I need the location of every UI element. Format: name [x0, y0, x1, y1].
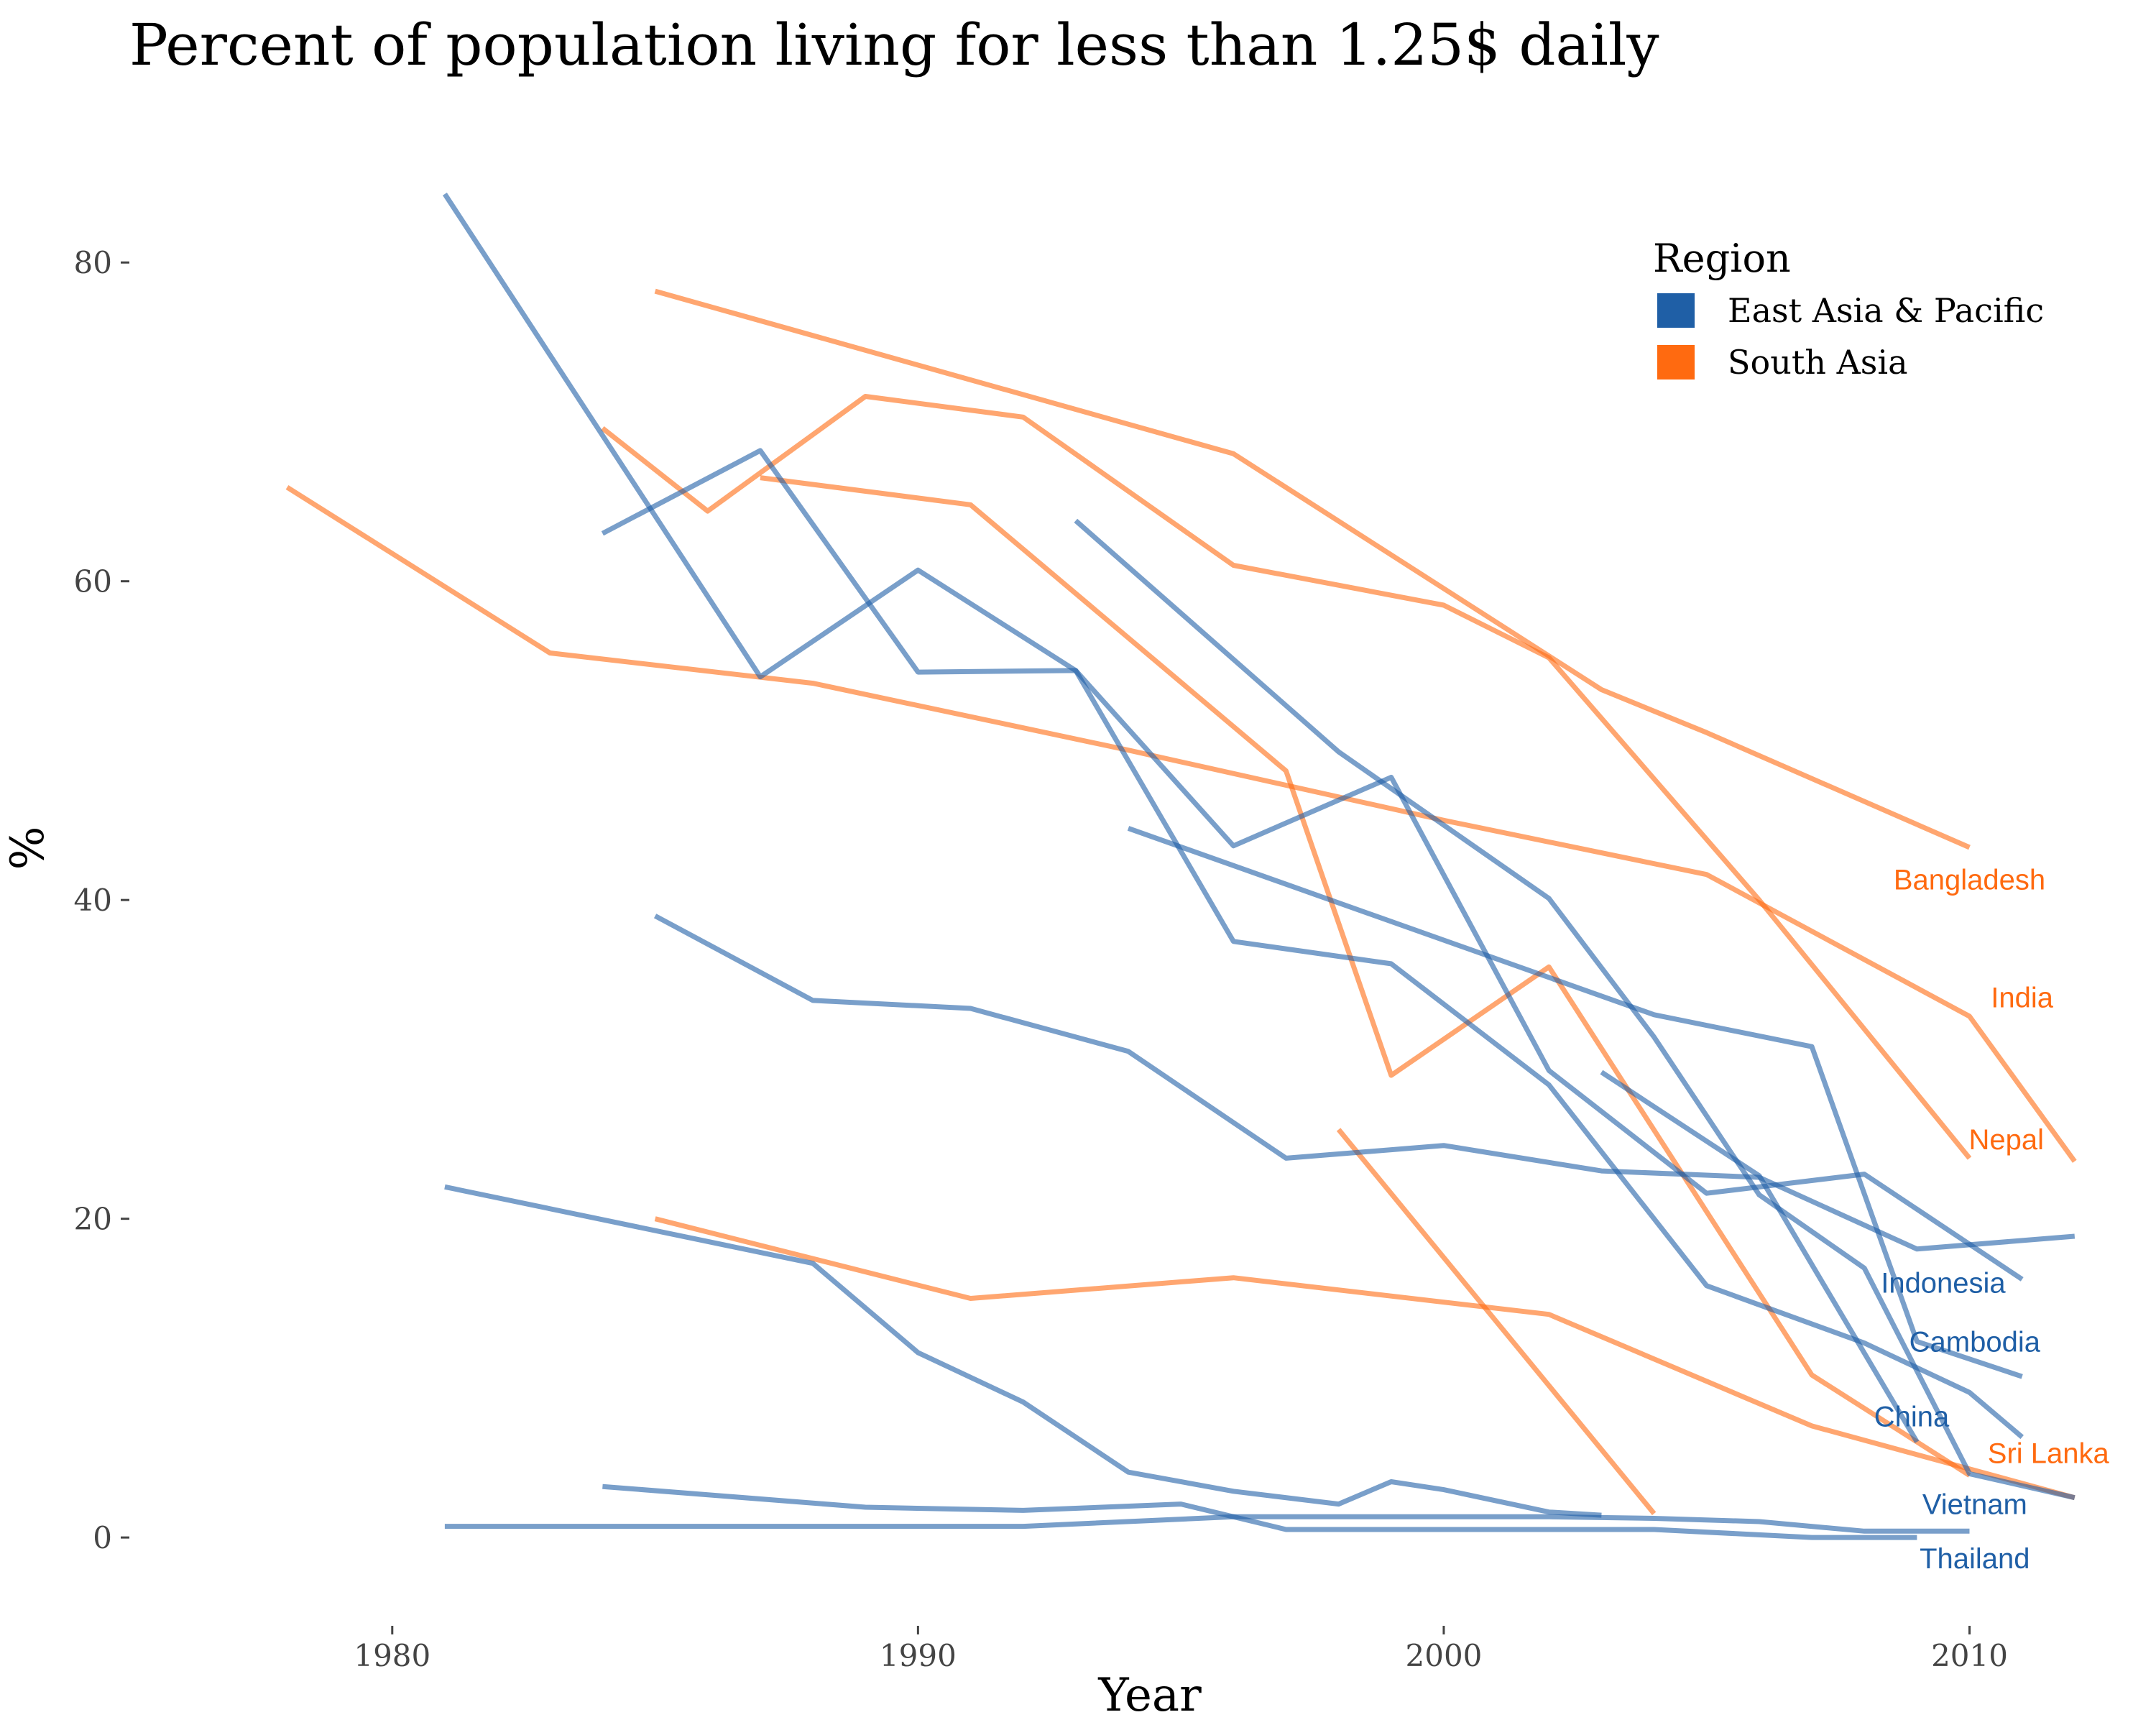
x-tick-label: 1980	[354, 1638, 430, 1673]
series-label-india: India	[1991, 982, 2053, 1013]
legend-label-south-asia: South Asia	[1728, 343, 1908, 382]
x-tick-label: 1990	[880, 1638, 957, 1673]
series-label-china: China	[1874, 1402, 1950, 1433]
x-tick-label: 2010	[1931, 1638, 2008, 1673]
y-tick-label: 80	[74, 245, 112, 280]
series-label-indonesia: Indonesia	[1881, 1267, 2006, 1299]
series-line-unlabeled	[1600, 1070, 1920, 1443]
series-line-bangladesh	[654, 288, 1971, 850]
x-axis: 1980 1990 2000 2010	[354, 1626, 2008, 1673]
series-line-indonesia	[601, 448, 2024, 1282]
legend-swatch-east-asia-pacific	[1657, 293, 1695, 328]
series-line-unlabeled	[602, 1484, 1917, 1540]
series-label-nepal: Nepal	[1968, 1124, 2044, 1156]
series-line-unlabeled	[653, 914, 2076, 1252]
y-tick-label: 60	[74, 564, 112, 599]
series-line-vietnam	[1074, 518, 2076, 1501]
plot-area	[285, 192, 2077, 1540]
legend-title: Region	[1653, 236, 1791, 281]
y-tick-label: 0	[93, 1520, 112, 1555]
x-axis-title: Year	[1097, 1669, 1202, 1722]
series-line-nepal	[601, 394, 1972, 1160]
series-line-unlabeled	[1336, 1128, 1657, 1516]
legend-swatch-south-asia	[1657, 345, 1695, 380]
series-label-cambodia: Cambodia	[1909, 1326, 2041, 1358]
series-label-bangladesh: Bangladesh	[1894, 864, 2045, 896]
legend-entries: East Asia & Pacific South Asia	[1657, 291, 2044, 382]
chart-title: Percent of population living for less th…	[129, 12, 1659, 78]
x-tick-label: 2000	[1406, 1638, 1483, 1673]
series-line-india	[285, 484, 2077, 1163]
legend-label-east-asia-pacific: East Asia & Pacific	[1728, 291, 2044, 330]
series-label-vietnam: Vietnam	[1922, 1489, 2027, 1521]
series-line-unlabeled	[444, 1184, 1602, 1518]
series-label-sri-lanka: Sri Lanka	[1988, 1438, 2110, 1470]
legend: Region East Asia & Pacific South Asia	[1653, 236, 2044, 382]
series-line-cambodia	[1127, 826, 2023, 1379]
series-line-unlabeled	[760, 475, 1971, 1478]
series-labels: Bangladesh India Nepal Sri Lanka Indonesia Ca…	[1874, 864, 2110, 1575]
y-tick-label: 20	[74, 1202, 112, 1237]
series-line-thailand	[444, 1514, 1970, 1534]
series-label-thailand: Thailand	[1920, 1543, 2030, 1575]
y-axis: 0 20 40 60 80	[74, 245, 129, 1555]
y-tick-label: 40	[74, 883, 112, 918]
y-axis-title: %	[1, 827, 55, 870]
series-line-sri-lanka	[654, 1216, 2076, 1501]
series-line-china	[442, 192, 2024, 1440]
